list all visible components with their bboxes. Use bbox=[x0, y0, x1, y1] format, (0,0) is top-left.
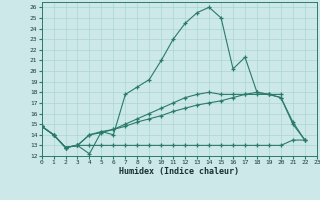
X-axis label: Humidex (Indice chaleur): Humidex (Indice chaleur) bbox=[119, 167, 239, 176]
